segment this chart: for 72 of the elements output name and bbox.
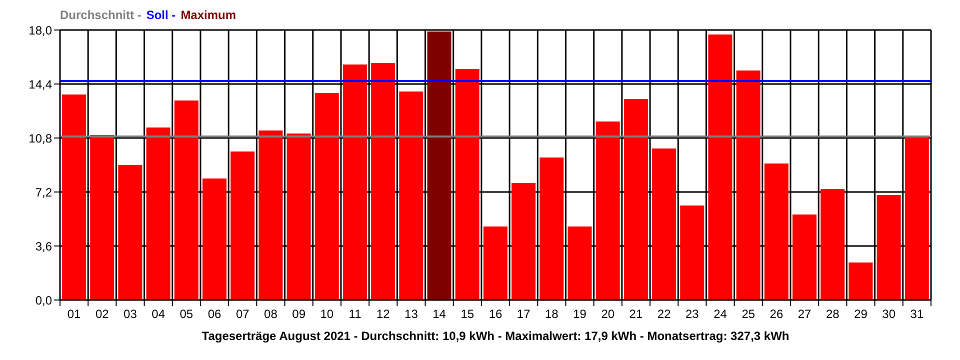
- bar: [202, 178, 226, 300]
- ref-line-label: Durchschnitt -: [60, 8, 142, 22]
- x-tick-label: 07: [236, 307, 250, 321]
- bar: [342, 64, 367, 300]
- bar: [371, 63, 396, 300]
- x-tick-label: 11: [348, 307, 362, 321]
- bar: [792, 214, 817, 300]
- x-tick-label: 23: [686, 307, 700, 321]
- x-tick-label: 06: [208, 307, 222, 321]
- bar: [708, 34, 732, 300]
- x-tick-label: 19: [573, 307, 587, 321]
- x-tick-label: 02: [95, 307, 110, 321]
- bar: [230, 152, 255, 300]
- x-tick-label: 26: [770, 307, 784, 321]
- x-tick-label: 10: [320, 307, 334, 321]
- bar: [90, 135, 114, 300]
- text: Maximum: [180, 8, 236, 22]
- bar: [258, 130, 283, 300]
- x-tick-label: 03: [124, 307, 138, 321]
- bar: [876, 195, 901, 300]
- y-tick-label: 18,0: [28, 23, 52, 38]
- x-tick-label: 24: [714, 307, 728, 321]
- x-tick-label: 09: [292, 307, 306, 321]
- bar: [455, 69, 480, 300]
- y-tick-label: 14,4: [28, 77, 52, 92]
- bar: [146, 128, 170, 300]
- bar: [427, 32, 452, 300]
- bar: [314, 93, 339, 300]
- x-tick-label: 18: [545, 307, 559, 321]
- x-tick-label: 25: [742, 307, 756, 321]
- bar: [904, 136, 929, 300]
- bar: [848, 262, 873, 300]
- x-tick-label: 31: [910, 307, 924, 321]
- ref-line-label: Soll -: [146, 8, 176, 22]
- x-tick-label: 04: [152, 307, 166, 321]
- bar: [399, 92, 424, 300]
- y-tick-label: 10,8: [28, 131, 52, 146]
- x-tick-label: 27: [798, 307, 812, 321]
- x-tick-label: 28: [826, 307, 840, 321]
- bar: [512, 183, 536, 300]
- x-tick-label: 17: [516, 307, 531, 321]
- bar: [624, 99, 648, 300]
- bar: [652, 148, 676, 300]
- x-tick-label: 08: [264, 307, 278, 321]
- x-tick-label: 20: [601, 307, 615, 321]
- bar: [568, 226, 592, 300]
- bar: [820, 189, 845, 300]
- bar: [764, 164, 788, 300]
- bar: [736, 70, 760, 300]
- x-tick-label: 30: [882, 307, 896, 321]
- bar: [62, 94, 86, 300]
- bar: [118, 165, 142, 300]
- bar: [174, 100, 198, 300]
- x-tick-label: 15: [460, 307, 474, 321]
- bar: [483, 226, 508, 300]
- x-tick-label: 01: [67, 307, 82, 321]
- bar: [286, 134, 311, 300]
- x-tick-label: 16: [488, 307, 502, 321]
- x-tick-label: 05: [180, 307, 194, 321]
- y-tick-label: 3,6: [35, 239, 52, 254]
- y-tick-label: 7,2: [35, 185, 52, 200]
- x-axis-title: Tageserträge August 2021 - Durchschnitt: 10,9 kWh - Maximalwert: 17,9 kWh - Monatsertrag: 327,3 kWh: [202, 329, 790, 343]
- y-tick-label: 0,0: [35, 293, 52, 308]
- bar: [596, 122, 620, 300]
- bar: [540, 158, 564, 300]
- x-tick-label: 13: [404, 307, 418, 321]
- x-tick-label: 22: [657, 307, 672, 321]
- x-tick-label: 29: [854, 307, 868, 321]
- bar: [680, 206, 704, 300]
- x-tick-label: 14: [432, 307, 446, 321]
- x-tick-label: 12: [376, 307, 390, 321]
- x-tick-label: 21: [629, 307, 643, 321]
